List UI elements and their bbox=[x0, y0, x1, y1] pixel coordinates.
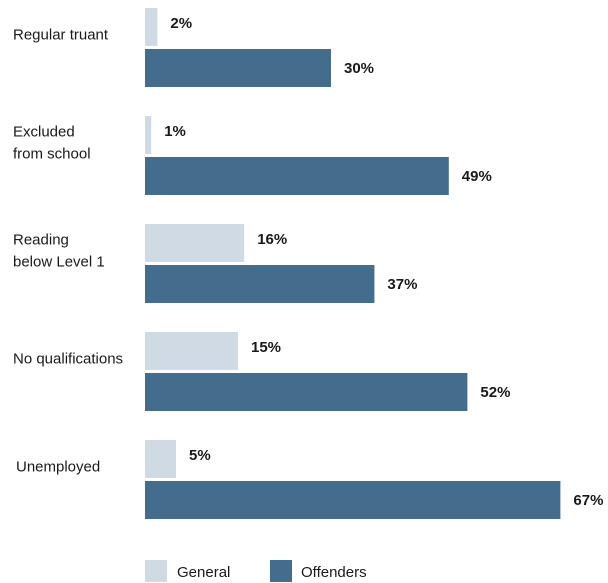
data-label-offenders: 49% bbox=[462, 168, 492, 185]
legend-swatch-general bbox=[145, 560, 167, 582]
category-label-line: from school bbox=[13, 146, 91, 163]
bar-offenders bbox=[145, 481, 561, 519]
category-label: Excluded from school bbox=[13, 124, 91, 163]
category-label-line: Regular truant bbox=[13, 27, 109, 44]
legend: General Offenders bbox=[145, 560, 367, 582]
category-labels: Regular truant Excluded from school Reading… bbox=[13, 27, 123, 476]
value-labels: 2% 30% 1% 49% 16% 37% 15% 52% 5% 67% bbox=[164, 15, 603, 509]
category-label-line: Unemployed bbox=[16, 459, 100, 476]
bar-offenders bbox=[145, 157, 449, 195]
bar-general bbox=[145, 8, 158, 46]
category-label: Reading below Level 1 bbox=[13, 232, 105, 271]
bar-offenders bbox=[145, 49, 331, 87]
data-label-offenders: 37% bbox=[387, 276, 417, 293]
bar-general bbox=[145, 224, 245, 262]
category-label-line: Reading bbox=[13, 232, 69, 249]
data-label-general: 16% bbox=[257, 231, 287, 248]
category-label-line: Excluded bbox=[13, 124, 75, 141]
category-label: Unemployed bbox=[16, 459, 100, 476]
category-label: No qualifications bbox=[13, 351, 123, 368]
legend-label-offenders: Offenders bbox=[301, 564, 367, 581]
bar-general bbox=[145, 440, 176, 478]
data-label-general: 5% bbox=[189, 447, 211, 464]
category-label-line: below Level 1 bbox=[13, 254, 105, 271]
data-label-offenders: 67% bbox=[573, 492, 603, 509]
data-label-general: 2% bbox=[170, 15, 192, 32]
data-label-offenders: 52% bbox=[480, 384, 510, 401]
category-label: Regular truant bbox=[13, 27, 109, 44]
bar-general bbox=[145, 332, 238, 370]
legend-label-general: General bbox=[177, 564, 230, 581]
legend-swatch-offenders bbox=[270, 560, 292, 582]
category-label-line: No qualifications bbox=[13, 351, 123, 368]
bar-offenders bbox=[145, 265, 375, 303]
data-label-general: 1% bbox=[164, 123, 186, 140]
bars bbox=[145, 8, 561, 519]
data-label-offenders: 30% bbox=[344, 60, 374, 77]
bar-offenders bbox=[145, 373, 468, 411]
data-label-general: 15% bbox=[251, 339, 281, 356]
bar-general bbox=[145, 116, 152, 154]
